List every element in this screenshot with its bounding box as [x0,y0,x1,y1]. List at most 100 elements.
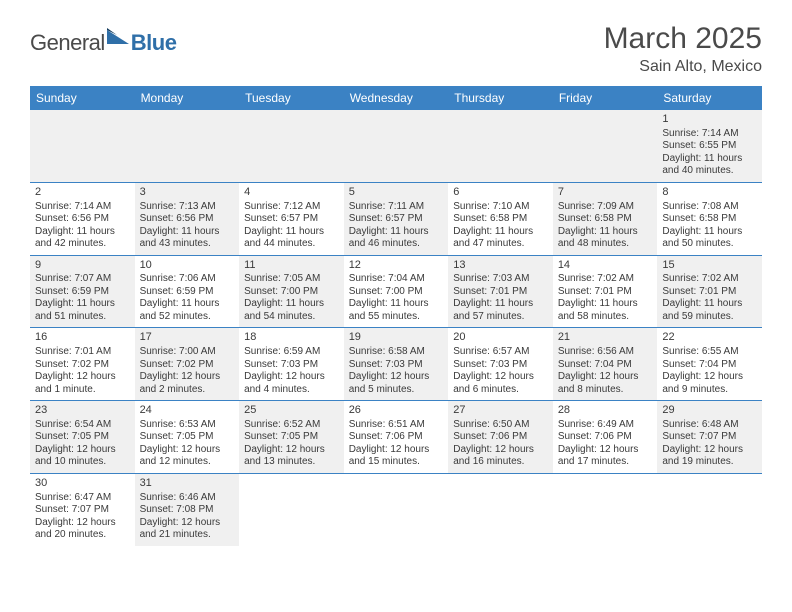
day-number: 23 [35,404,130,418]
sunset-text: Sunset: 7:04 PM [558,359,653,372]
day-cell: 19Sunrise: 6:58 AMSunset: 7:03 PMDayligh… [344,328,449,401]
daylight-text: Daylight: 12 hours and 8 minutes. [558,371,653,396]
day-cell: 10Sunrise: 7:06 AMSunset: 6:59 PMDayligh… [135,255,240,328]
calendar-row: 30Sunrise: 6:47 AMSunset: 7:07 PMDayligh… [30,473,762,545]
sunset-text: Sunset: 7:00 PM [244,286,339,299]
daylight-text: Daylight: 12 hours and 21 minutes. [140,517,235,542]
sunset-text: Sunset: 6:55 PM [662,140,757,153]
sunset-text: Sunset: 6:57 PM [349,213,444,226]
sunset-text: Sunset: 7:06 PM [453,431,548,444]
day-cell: 23Sunrise: 6:54 AMSunset: 7:05 PMDayligh… [30,401,135,474]
day-cell: 24Sunrise: 6:53 AMSunset: 7:05 PMDayligh… [135,401,240,474]
day-header: Tuesday [239,86,344,110]
sunrise-text: Sunrise: 6:59 AM [244,346,339,359]
day-number: 15 [662,259,757,273]
sunrise-text: Sunrise: 7:02 AM [662,273,757,286]
day-cell: 9Sunrise: 7:07 AMSunset: 6:59 PMDaylight… [30,255,135,328]
day-cell: 18Sunrise: 6:59 AMSunset: 7:03 PMDayligh… [239,328,344,401]
daylight-text: Daylight: 12 hours and 2 minutes. [140,371,235,396]
empty-cell [30,110,135,182]
sunrise-text: Sunrise: 6:56 AM [558,346,653,359]
sunset-text: Sunset: 6:59 PM [35,286,130,299]
day-cell: 16Sunrise: 7:01 AMSunset: 7:02 PMDayligh… [30,328,135,401]
daylight-text: Daylight: 12 hours and 12 minutes. [140,444,235,469]
day-header: Thursday [448,86,553,110]
calendar-row: 23Sunrise: 6:54 AMSunset: 7:05 PMDayligh… [30,401,762,474]
day-number: 25 [244,404,339,418]
sunset-text: Sunset: 7:05 PM [140,431,235,444]
location: Sain Alto, Mexico [604,58,762,76]
day-number: 1 [662,113,757,127]
calendar-page: General Blue March 2025 Sain Alto, Mexic… [0,0,792,546]
daylight-text: Daylight: 12 hours and 20 minutes. [35,517,130,542]
sunrise-text: Sunrise: 6:48 AM [662,419,757,432]
sunrise-text: Sunrise: 7:03 AM [453,273,548,286]
sunrise-text: Sunrise: 6:49 AM [558,419,653,432]
sunset-text: Sunset: 7:01 PM [453,286,548,299]
day-number: 29 [662,404,757,418]
sunset-text: Sunset: 6:56 PM [140,213,235,226]
daylight-text: Daylight: 12 hours and 10 minutes. [35,444,130,469]
daylight-text: Daylight: 12 hours and 17 minutes. [558,444,653,469]
empty-cell [344,473,449,545]
day-number: 11 [244,259,339,273]
day-number: 2 [35,186,130,200]
sunrise-text: Sunrise: 6:57 AM [453,346,548,359]
day-number: 31 [140,477,235,491]
calendar-table: Sunday Monday Tuesday Wednesday Thursday… [30,86,762,546]
sunset-text: Sunset: 6:59 PM [140,286,235,299]
day-number: 27 [453,404,548,418]
daylight-text: Daylight: 11 hours and 59 minutes. [662,298,757,323]
day-cell: 28Sunrise: 6:49 AMSunset: 7:06 PMDayligh… [553,401,658,474]
daylight-text: Daylight: 11 hours and 50 minutes. [662,226,757,251]
sunset-text: Sunset: 7:04 PM [662,359,757,372]
day-number: 14 [558,259,653,273]
daylight-text: Daylight: 11 hours and 46 minutes. [349,226,444,251]
day-header: Wednesday [344,86,449,110]
logo-text-general: General [30,30,105,56]
empty-cell [239,110,344,182]
daylight-text: Daylight: 11 hours and 58 minutes. [558,298,653,323]
day-cell: 7Sunrise: 7:09 AMSunset: 6:58 PMDaylight… [553,182,658,255]
day-number: 9 [35,259,130,273]
day-cell: 5Sunrise: 7:11 AMSunset: 6:57 PMDaylight… [344,182,449,255]
sunrise-text: Sunrise: 6:47 AM [35,492,130,505]
daylight-text: Daylight: 12 hours and 1 minute. [35,371,130,396]
day-cell: 11Sunrise: 7:05 AMSunset: 7:00 PMDayligh… [239,255,344,328]
empty-cell [135,110,240,182]
day-number: 22 [662,331,757,345]
daylight-text: Daylight: 12 hours and 13 minutes. [244,444,339,469]
sunrise-text: Sunrise: 7:13 AM [140,201,235,214]
day-number: 3 [140,186,235,200]
day-cell: 17Sunrise: 7:00 AMSunset: 7:02 PMDayligh… [135,328,240,401]
day-number: 13 [453,259,548,273]
day-header: Monday [135,86,240,110]
sunset-text: Sunset: 7:05 PM [244,431,339,444]
sunset-text: Sunset: 7:02 PM [35,359,130,372]
day-cell: 4Sunrise: 7:12 AMSunset: 6:57 PMDaylight… [239,182,344,255]
sunset-text: Sunset: 6:56 PM [35,213,130,226]
sunset-text: Sunset: 7:00 PM [349,286,444,299]
daylight-text: Daylight: 12 hours and 6 minutes. [453,371,548,396]
daylight-text: Daylight: 12 hours and 15 minutes. [349,444,444,469]
sunrise-text: Sunrise: 6:53 AM [140,419,235,432]
daylight-text: Daylight: 11 hours and 54 minutes. [244,298,339,323]
daylight-text: Daylight: 12 hours and 5 minutes. [349,371,444,396]
sunrise-text: Sunrise: 7:01 AM [35,346,130,359]
sunrise-text: Sunrise: 6:50 AM [453,419,548,432]
daylight-text: Daylight: 12 hours and 9 minutes. [662,371,757,396]
daylight-text: Daylight: 11 hours and 42 minutes. [35,226,130,251]
day-header: Saturday [657,86,762,110]
sunset-text: Sunset: 7:05 PM [35,431,130,444]
day-number: 17 [140,331,235,345]
sunrise-text: Sunrise: 7:10 AM [453,201,548,214]
daylight-text: Daylight: 11 hours and 57 minutes. [453,298,548,323]
day-cell: 15Sunrise: 7:02 AMSunset: 7:01 PMDayligh… [657,255,762,328]
empty-cell [239,473,344,545]
day-cell: 21Sunrise: 6:56 AMSunset: 7:04 PMDayligh… [553,328,658,401]
sunrise-text: Sunrise: 7:14 AM [35,201,130,214]
daylight-text: Daylight: 11 hours and 44 minutes. [244,226,339,251]
empty-cell [344,110,449,182]
day-number: 19 [349,331,444,345]
sunrise-text: Sunrise: 6:51 AM [349,419,444,432]
